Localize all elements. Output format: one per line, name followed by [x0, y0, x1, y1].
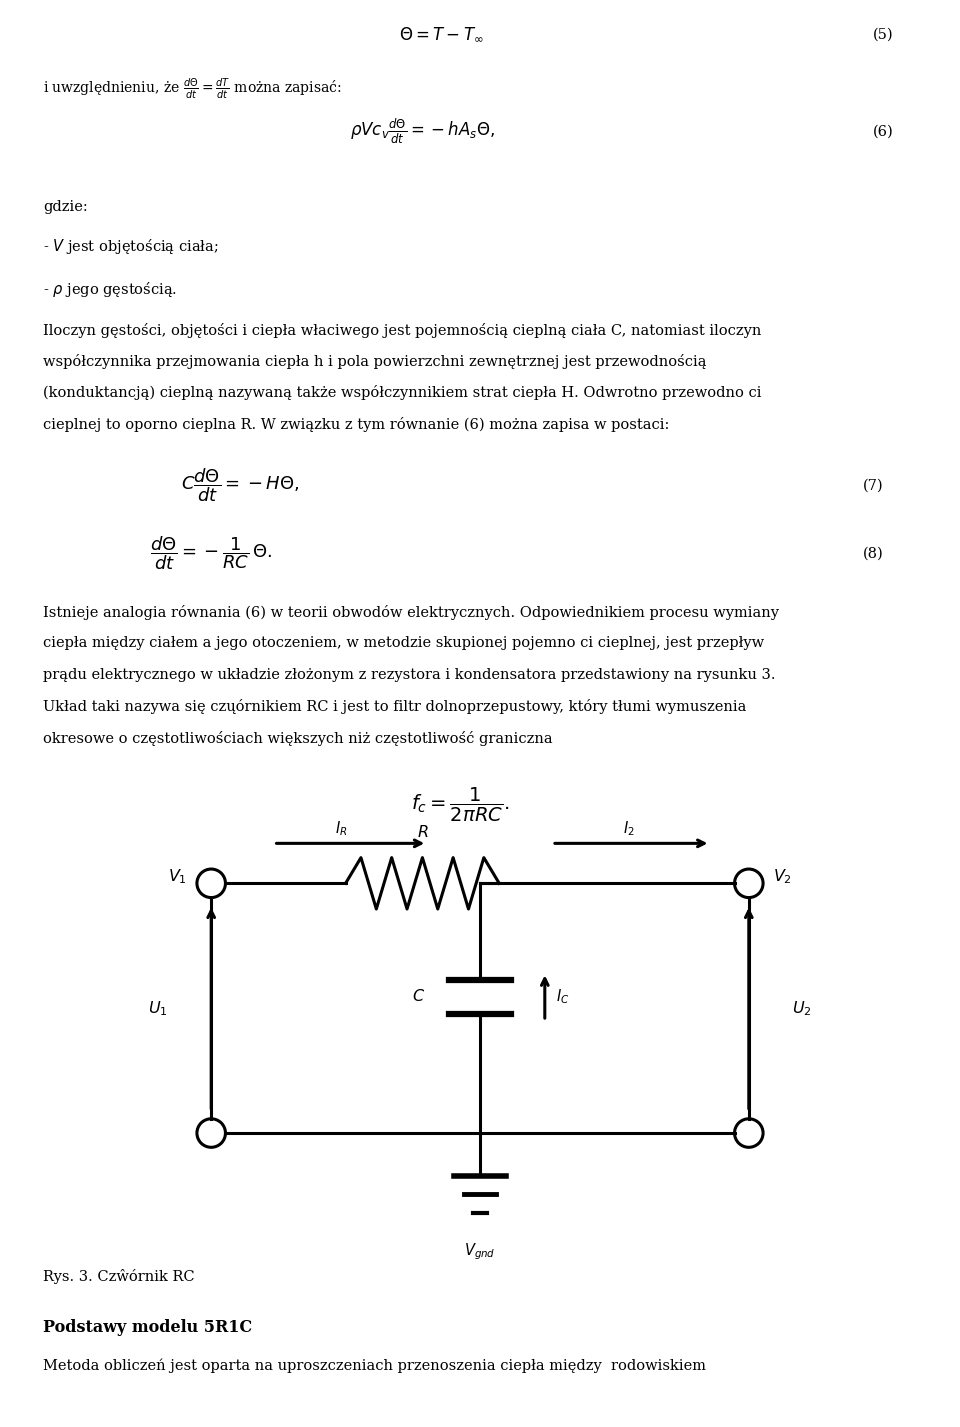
Text: Podstawy modelu 5R1C: Podstawy modelu 5R1C [43, 1319, 252, 1336]
Text: $I_2$: $I_2$ [623, 819, 635, 838]
Text: (6): (6) [873, 124, 894, 138]
Text: (7): (7) [863, 478, 884, 492]
Text: $f_c = \dfrac{1}{2\pi RC}.$: $f_c = \dfrac{1}{2\pi RC}.$ [412, 786, 510, 823]
Text: Rys. 3. Czŵórnik RC: Rys. 3. Czŵórnik RC [43, 1269, 195, 1284]
Text: $C$: $C$ [412, 989, 424, 1005]
Text: (8): (8) [863, 547, 884, 561]
Text: Iloczyn gęstości, objętości i ciepła właciwego jest pojemnością cieplną ciała C,: Iloczyn gęstości, objętości i ciepła wła… [43, 323, 761, 338]
Text: Istnieje analogia równania (6) w teorii obwodów elektrycznych. Odpowiednikiem pr: Istnieje analogia równania (6) w teorii … [43, 605, 780, 621]
Text: okresowe o częstotliwościach większych niż częstotliwość graniczna: okresowe o częstotliwościach większych n… [43, 731, 553, 746]
Text: współczynnika przejmowania ciepła h i pola powierzchni zewnętrznej jest przewodn: współczynnika przejmowania ciepła h i po… [43, 354, 707, 370]
Text: cieplnej to oporno cieplna R. W związku z tym równanie (6) można zapisa w postac: cieplnej to oporno cieplna R. W związku … [43, 417, 669, 432]
Text: $V_2$: $V_2$ [773, 866, 792, 886]
Text: Układ taki nazywa się czųórnikiem RC i jest to filtr dolnoprzepustowy, który tłu: Układ taki nazywa się czųórnikiem RC i j… [43, 699, 747, 715]
Text: prądu elektrycznego w układzie złożonym z rezystora i kondensatora przedstawiony: prądu elektrycznego w układzie złożonym … [43, 668, 776, 682]
Text: (konduktancją) cieplną nazywaną także współczynnikiem strat ciepła H. Odwrotno p: (konduktancją) cieplną nazywaną także ws… [43, 385, 761, 401]
Text: $I_R$: $I_R$ [335, 819, 347, 838]
Text: $U_1$: $U_1$ [149, 999, 168, 1017]
Text: $U_2$: $U_2$ [792, 999, 811, 1017]
Text: - $\rho$ jego gęstością.: - $\rho$ jego gęstością. [43, 280, 178, 298]
Text: $V_{gnd}$: $V_{gnd}$ [465, 1241, 495, 1261]
Text: (5): (5) [873, 27, 894, 41]
Text: ciepła między ciałem a jego otoczeniem, w metodzie skupionej pojemno ci cieplnej: ciepła między ciałem a jego otoczeniem, … [43, 636, 764, 651]
Text: $V_1$: $V_1$ [168, 866, 187, 886]
Text: $I_C$: $I_C$ [557, 987, 569, 1006]
Text: gdzie:: gdzie: [43, 200, 88, 214]
Text: $\dfrac{d\Theta}{dt} = -\dfrac{1}{RC}\,\Theta.$: $\dfrac{d\Theta}{dt} = -\dfrac{1}{RC}\,\… [150, 535, 273, 572]
Text: i uwzględnieniu, że $\frac{d\Theta}{dt} = \frac{dT}{dt}$ można zapisać:: i uwzględnieniu, że $\frac{d\Theta}{dt} … [43, 77, 342, 101]
Text: - $V$ jest objętością ciała;: - $V$ jest objętością ciała; [43, 237, 219, 255]
Text: Metoda obliczeń jest oparta na uproszczeniach przenoszenia ciepła między  rodowi: Metoda obliczeń jest oparta na uproszcze… [43, 1359, 707, 1373]
Text: $\rho V c_v \frac{d\Theta}{dt} = -hA_s\Theta,$: $\rho V c_v \frac{d\Theta}{dt} = -hA_s\T… [349, 117, 495, 146]
Text: $R$: $R$ [417, 823, 428, 841]
Text: $C\dfrac{d\Theta}{dt} = -H\Theta,$: $C\dfrac{d\Theta}{dt} = -H\Theta,$ [180, 467, 300, 504]
Text: $\Theta = T - T_\infty$: $\Theta = T - T_\infty$ [399, 26, 484, 43]
